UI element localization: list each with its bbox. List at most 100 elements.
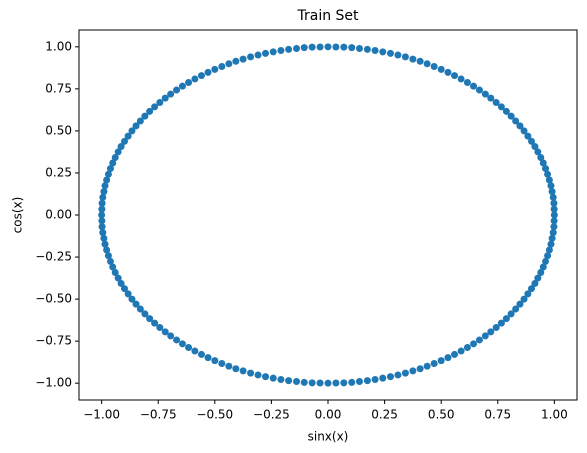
point: [549, 229, 557, 237]
point: [204, 354, 212, 362]
point: [111, 269, 119, 277]
point: [475, 336, 483, 344]
point: [550, 205, 558, 213]
point: [544, 252, 552, 260]
point: [416, 57, 424, 65]
point: [128, 295, 136, 303]
point: [146, 107, 154, 115]
plot-frame: [78, 29, 578, 401]
point: [151, 319, 159, 327]
point: [520, 127, 528, 135]
point: [100, 188, 108, 196]
point: [262, 49, 270, 57]
point: [178, 82, 186, 90]
point: [430, 62, 438, 70]
point: [211, 65, 219, 73]
point: [232, 57, 240, 65]
point: [430, 360, 438, 368]
point: [332, 379, 340, 387]
point: [98, 217, 106, 225]
point: [463, 344, 471, 352]
y-tick-label: −0.50: [35, 292, 72, 306]
x-tick-label: 0.00: [315, 408, 342, 422]
point: [451, 350, 459, 358]
point: [232, 365, 240, 373]
x-tick-label: 1.00: [541, 408, 568, 422]
point: [475, 86, 483, 94]
point: [316, 43, 324, 51]
point: [151, 103, 159, 111]
point: [324, 379, 332, 387]
point: [173, 86, 181, 94]
point: [277, 47, 285, 55]
point: [99, 193, 107, 201]
point: [308, 43, 316, 51]
y-tick-label: 1.00: [45, 39, 72, 53]
point: [409, 55, 417, 63]
point: [141, 310, 149, 318]
y-axis-label: cos(x): [11, 197, 25, 234]
x-tick-label: −0.50: [196, 408, 233, 422]
point: [537, 269, 545, 277]
point: [173, 336, 181, 344]
y-tick-label: 0.75: [45, 81, 72, 95]
point: [512, 117, 520, 125]
point: [550, 211, 558, 219]
point: [109, 159, 117, 167]
point: [534, 148, 542, 156]
point: [355, 378, 363, 385]
point: [128, 127, 136, 135]
point: [117, 143, 125, 151]
point: [542, 165, 550, 173]
chart-title: Train Set: [296, 8, 359, 24]
point: [340, 43, 348, 51]
point: [104, 252, 112, 260]
point: [548, 188, 556, 196]
point: [98, 223, 106, 231]
point: [178, 340, 186, 348]
point: [497, 319, 505, 327]
point: [394, 371, 402, 379]
y-tick-label: 0.25: [45, 165, 72, 179]
point: [542, 257, 550, 265]
point: [117, 279, 125, 287]
point: [204, 68, 212, 76]
y-tick-label: −0.25: [35, 250, 72, 264]
point: [269, 374, 277, 382]
point: [285, 377, 293, 385]
point: [507, 112, 515, 120]
x-tick-label: 0.75: [484, 408, 511, 422]
point: [547, 182, 555, 190]
point: [262, 373, 270, 381]
point: [444, 354, 452, 362]
point: [487, 328, 495, 336]
point: [340, 379, 348, 387]
point: [379, 374, 387, 382]
point: [550, 199, 558, 207]
point: [191, 75, 199, 83]
point: [437, 357, 445, 365]
point: [492, 324, 500, 332]
point: [401, 369, 409, 377]
point: [492, 98, 500, 106]
x-axis-label: sinx(x): [308, 430, 349, 444]
point: [549, 193, 557, 201]
point: [124, 132, 132, 140]
point: [161, 94, 169, 102]
y-tick-label: −0.75: [35, 334, 72, 348]
point: [363, 377, 371, 385]
point: [308, 379, 316, 387]
point: [386, 373, 394, 381]
point: [218, 360, 226, 368]
point: [218, 62, 226, 70]
point: [512, 305, 520, 313]
point: [293, 378, 301, 385]
point: [101, 182, 109, 190]
point: [516, 300, 524, 308]
point: [544, 170, 552, 178]
point: [528, 285, 536, 293]
point: [269, 48, 277, 56]
point: [106, 165, 114, 173]
x-tick-label: −1.00: [83, 408, 120, 422]
point: [497, 103, 505, 111]
